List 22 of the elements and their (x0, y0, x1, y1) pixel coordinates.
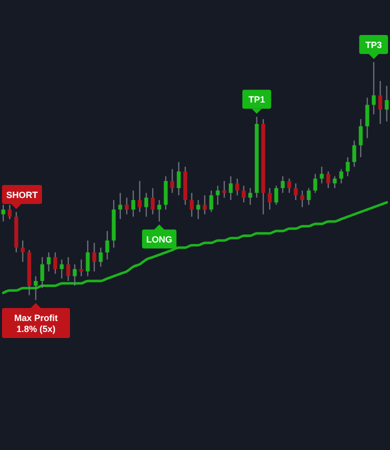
candlestick (46, 252, 51, 272)
candlestick (274, 185, 278, 206)
text: TP3 (365, 40, 382, 50)
annotation: SHORT (6, 190, 38, 200)
candlestick (164, 176, 168, 210)
candlestick (105, 230, 110, 260)
candlestick (332, 176, 337, 189)
candlestick (358, 118, 363, 158)
text: Max Profit 1.8% (5x) (14, 313, 58, 334)
candlestick (313, 173, 318, 194)
candlestick (53, 252, 58, 274)
candlestick (20, 240, 25, 262)
candlestick (294, 182, 298, 201)
candlestick (79, 259, 84, 277)
candlestick (150, 188, 155, 215)
candlestick (1, 204, 6, 222)
candlestick (222, 180, 226, 198)
annotation: LONG (146, 234, 172, 244)
candlestick (216, 185, 220, 206)
candlestick (365, 97, 370, 139)
candlestick (86, 240, 90, 277)
annotation: TP1 (248, 94, 266, 105)
